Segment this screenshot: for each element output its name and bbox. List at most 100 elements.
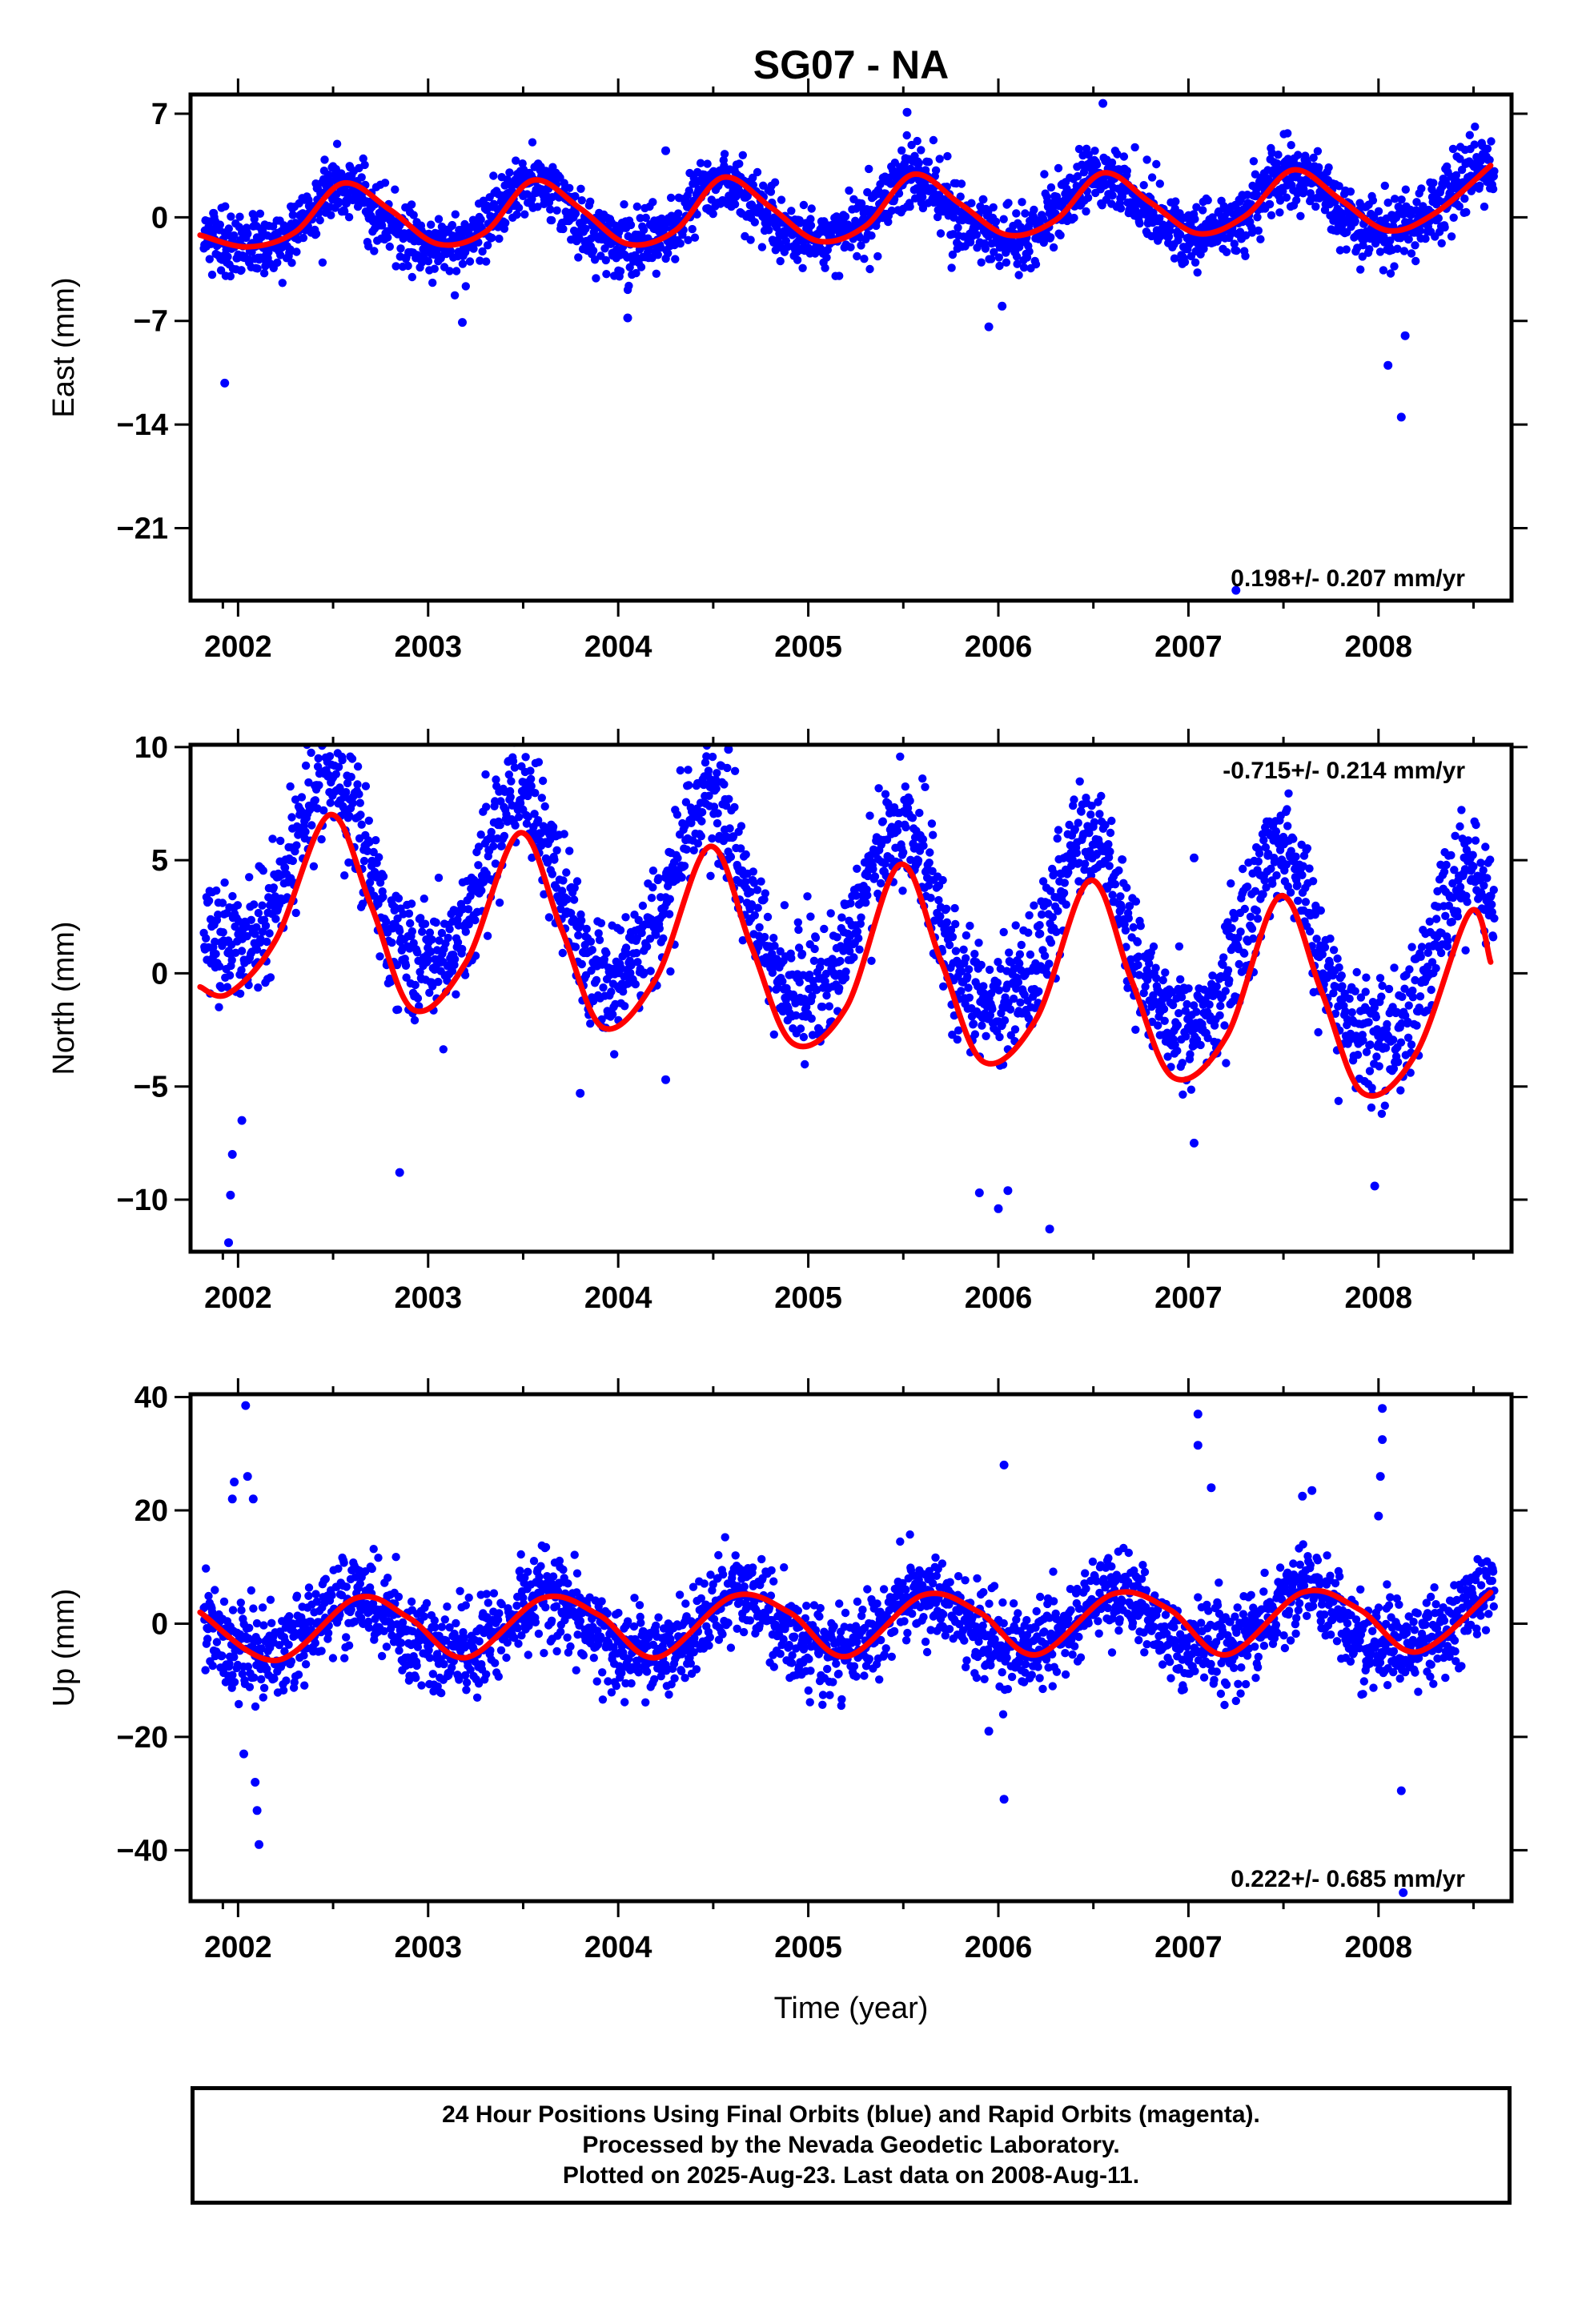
data-point (799, 1032, 809, 1042)
data-point (576, 184, 585, 193)
data-point (233, 901, 243, 910)
data-point (705, 791, 713, 800)
data-point (881, 790, 890, 798)
data-point (1125, 902, 1134, 911)
data-point (321, 734, 329, 742)
data-point (1296, 211, 1305, 220)
data-point (461, 927, 470, 936)
data-point (288, 856, 297, 866)
data-point (1220, 1021, 1229, 1030)
data-point (1046, 183, 1056, 192)
data-point (818, 1003, 827, 1011)
data-point (1104, 840, 1113, 849)
x-tick-label: 2006 (965, 630, 1033, 664)
data-point (1367, 1103, 1376, 1112)
data-point (1082, 207, 1090, 216)
data-point (1309, 153, 1318, 163)
data-point (770, 941, 779, 951)
data-point (1085, 846, 1094, 856)
data-point (1212, 982, 1221, 991)
data-point (1386, 269, 1395, 278)
data-point (810, 944, 819, 954)
data-point (841, 212, 850, 221)
data-point (496, 821, 504, 830)
data-point (458, 944, 467, 954)
data-point (534, 758, 544, 766)
data-point (934, 895, 943, 905)
data-point (1289, 834, 1298, 843)
data-point (1434, 214, 1443, 223)
data-point (286, 245, 295, 254)
data-point (394, 1005, 403, 1014)
data-point (963, 972, 972, 981)
data-point (434, 977, 443, 987)
data-point (1253, 915, 1263, 923)
data-point (487, 827, 496, 837)
data-point (1107, 158, 1117, 167)
data-point (1366, 1040, 1375, 1049)
data-point (835, 271, 844, 280)
data-point (1337, 971, 1347, 980)
data-point (1073, 171, 1082, 181)
data-point (666, 193, 676, 203)
data-point (1314, 1027, 1323, 1037)
data-point (1404, 1001, 1413, 1010)
data-point (854, 934, 863, 943)
data-point (407, 200, 416, 209)
data-point (1012, 252, 1022, 261)
data-point (237, 266, 246, 275)
data-point (1396, 1038, 1406, 1047)
data-point (1170, 254, 1179, 263)
data-point (942, 904, 951, 914)
data-point (1293, 880, 1302, 890)
data-point (592, 975, 601, 985)
data-point (1456, 822, 1464, 831)
data-point (874, 784, 883, 793)
data-point (1189, 1001, 1199, 1010)
data-point (926, 894, 935, 903)
data-point (1442, 860, 1451, 870)
data-point (1174, 942, 1184, 951)
data-point (690, 233, 700, 242)
data-point (223, 983, 232, 991)
data-point (1291, 852, 1300, 861)
data-point (994, 958, 1002, 967)
data-point (1405, 965, 1414, 974)
data-point (1341, 1007, 1350, 1016)
data-point (863, 871, 873, 881)
data-point (1376, 1033, 1385, 1043)
data-point (592, 274, 600, 283)
data-point (845, 186, 853, 195)
data-point (1040, 170, 1049, 179)
data-point (380, 179, 390, 187)
data-point (704, 766, 713, 775)
data-point (1180, 258, 1190, 267)
data-point (1114, 866, 1123, 875)
data-point (501, 219, 510, 227)
data-point (821, 263, 829, 272)
y-tick-label: −21 (117, 512, 168, 545)
data-point (249, 900, 259, 909)
data-point (1390, 262, 1399, 271)
data-point (588, 996, 598, 1006)
data-point (1024, 928, 1033, 937)
data-point (634, 915, 643, 925)
data-point (652, 931, 661, 939)
data-point (428, 935, 436, 944)
data-point (1215, 1011, 1224, 1020)
data-point (676, 766, 685, 775)
data-point (720, 150, 729, 159)
data-point (750, 218, 759, 227)
data-point (1401, 185, 1411, 194)
data-point (1490, 167, 1499, 175)
data-point (385, 242, 394, 251)
data-point (1235, 959, 1243, 969)
data-point (476, 256, 484, 265)
data-point (926, 848, 934, 857)
data-point (1018, 198, 1026, 207)
data-point (995, 261, 1004, 271)
data-point (1384, 984, 1394, 994)
data-point (697, 832, 705, 841)
data-point (763, 912, 773, 922)
data-point (343, 778, 352, 788)
